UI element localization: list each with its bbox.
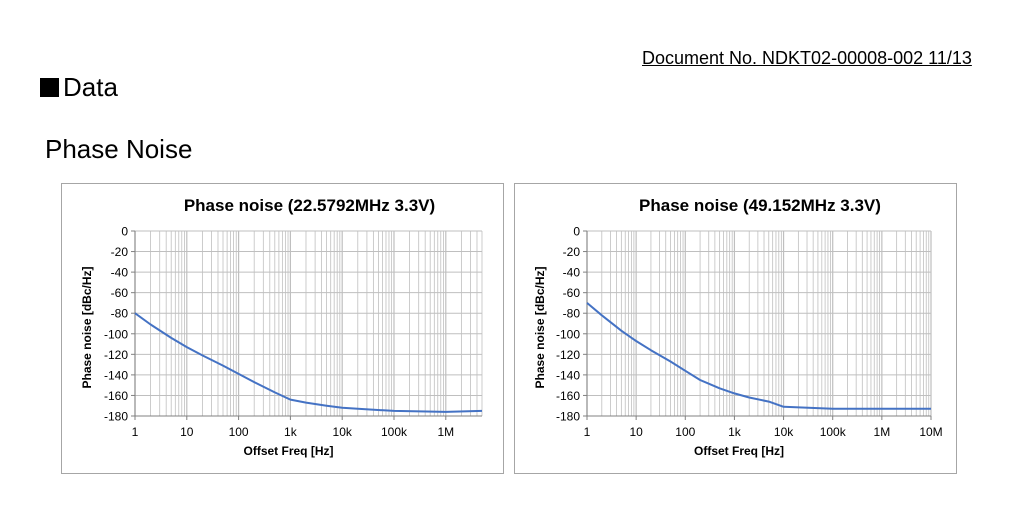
chart-panel-49-152mhz: Phase noise (49.152MHz 3.3V) 0 -20 -40 -60 -8… xyxy=(514,183,957,474)
chart0-y-tick-label: -40 xyxy=(111,266,129,280)
chart1-y-tick-label: -80 xyxy=(563,307,581,321)
black-square-icon xyxy=(40,78,59,97)
chart1-y-tick-label: -100 xyxy=(556,327,580,341)
chart0-y-tick-label: 0 xyxy=(121,225,128,239)
page-subtitle: Phase Noise xyxy=(45,134,193,164)
phase-noise-chart-22-5792mhz: Phase noise (22.5792MHz 3.3V) 0 -20 -40 -60 -… xyxy=(80,196,483,458)
chart1-y-tick-label: -60 xyxy=(563,286,581,300)
chart1-x-tick-label: 100 xyxy=(675,425,695,439)
chart0-y-tick-label: -180 xyxy=(104,410,128,424)
chart1-x-tick-label: 100k xyxy=(820,425,847,439)
chart0-x-tick-label: 100k xyxy=(381,425,408,439)
chart0-y-tick-label: -140 xyxy=(104,368,128,382)
chart1-x-tick-label: 1 xyxy=(584,425,591,439)
chart1-x-tick-label: 10M xyxy=(919,425,942,439)
chart1-y-tick-label: -140 xyxy=(556,368,580,382)
section-title: Data xyxy=(63,72,118,102)
chart0-title: Phase noise (22.5792MHz 3.3V) xyxy=(184,196,435,215)
chart0-y-axis-label: Phase noise [dBc/Hz] xyxy=(80,266,94,388)
chart0-y-tick-label: -80 xyxy=(111,307,129,321)
chart0-y-tick-label: -20 xyxy=(111,245,129,259)
chart0-x-tick-label: 10 xyxy=(180,425,194,439)
chart1-x-tick-label: 1k xyxy=(728,425,742,439)
chart1-x-tick-label: 1M xyxy=(874,425,891,439)
chart1-y-tick-label: -40 xyxy=(563,266,581,280)
chart1-x-axis-label: Offset Freq [Hz] xyxy=(694,444,784,458)
chart0-x-tick-label: 10k xyxy=(333,425,353,439)
chart0-y-tick-label: -60 xyxy=(111,286,129,300)
chart0-x-tick-label: 100 xyxy=(229,425,249,439)
chart0-x-axis-label: Offset Freq [Hz] xyxy=(244,444,334,458)
chart0-y-tick-label: -100 xyxy=(104,327,128,341)
chart-panel-22-5792mhz: Phase noise (22.5792MHz 3.3V) 0 -20 -40 -60 -… xyxy=(61,183,504,474)
chart0-y-tick-label: -120 xyxy=(104,348,128,362)
chart0-y-tick-label: -160 xyxy=(104,389,128,403)
chart1-x-tick-label: 10 xyxy=(629,425,643,439)
chart1-y-axis-label: Phase noise [dBc/Hz] xyxy=(533,266,547,388)
phase-noise-chart-49-152mhz: Phase noise (49.152MHz 3.3V) 0 -20 -40 -60 -8… xyxy=(533,196,943,458)
chart1-y-tick-label: -120 xyxy=(556,348,580,362)
document-number: Document No. NDKT02-00008-002 11/13 xyxy=(642,48,972,68)
chart1-y-tick-label: 0 xyxy=(573,225,580,239)
chart0-x-tick-label: 1k xyxy=(284,425,298,439)
chart1-y-tick-label: -160 xyxy=(556,389,580,403)
chart1-y-tick-label: -180 xyxy=(556,410,580,424)
chart0-x-tick-label: 1M xyxy=(437,425,454,439)
chart0-series-line-0 xyxy=(134,312,483,413)
section-heading: Data xyxy=(40,72,118,103)
chart1-x-tick-label: 10k xyxy=(774,425,794,439)
chart1-series-line-0 xyxy=(586,302,931,410)
chart0-x-tick-label: 1 xyxy=(132,425,139,439)
chart1-title: Phase noise (49.152MHz 3.3V) xyxy=(639,196,881,215)
chart1-y-tick-label: -20 xyxy=(563,245,581,259)
